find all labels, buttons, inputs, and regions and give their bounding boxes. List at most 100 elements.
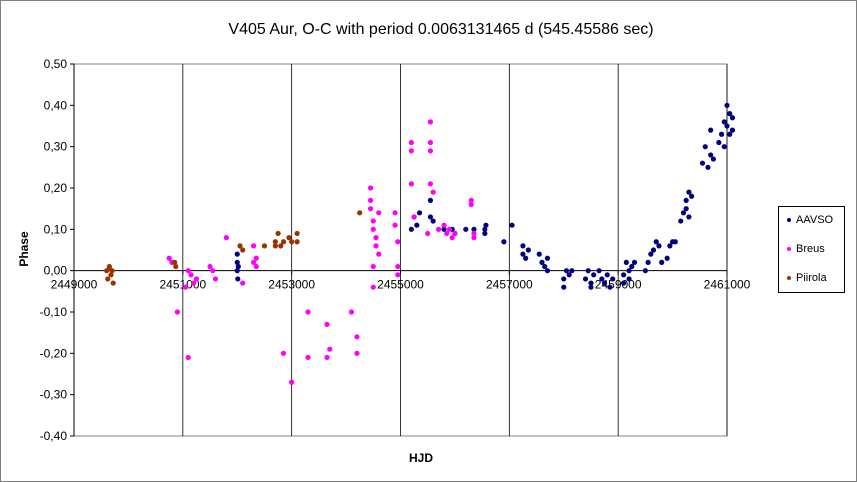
data-point-aavso (604, 272, 610, 278)
x-tick-label: 2453000 (268, 278, 315, 292)
data-point-aavso (520, 251, 526, 257)
data-point-breus (392, 222, 398, 228)
data-point-breus (430, 189, 436, 195)
data-point-aavso (544, 255, 551, 261)
data-point-breus (471, 235, 477, 241)
data-point-aavso (591, 272, 597, 278)
data-point-breus (408, 181, 414, 187)
data-point-aavso (430, 218, 436, 224)
data-point-aavso (542, 263, 548, 270)
data-point-breus (354, 350, 360, 356)
data-point-aavso (561, 284, 567, 290)
data-point-piirola (106, 266, 112, 272)
data-point-aavso (483, 222, 489, 228)
data-point-piirola (240, 247, 246, 253)
data-point-aavso (588, 280, 594, 286)
data-point-breus (425, 230, 431, 237)
data-point-breus (191, 280, 197, 286)
data-point-breus (468, 197, 474, 203)
data-point-aavso (536, 251, 542, 257)
data-point-aavso (520, 243, 526, 249)
data-point-aavso (653, 239, 659, 245)
data-point-piirola (272, 243, 278, 249)
data-point-aavso (626, 268, 632, 274)
data-point-piirola (294, 230, 300, 237)
chart-legend: AAVSO Breus Piirola (778, 206, 845, 293)
data-point-breus (240, 280, 246, 286)
data-point-aavso (686, 189, 692, 195)
data-point-aavso (408, 226, 414, 232)
data-point-aavso (427, 214, 434, 220)
data-point-piirola (357, 210, 363, 216)
data-point-aavso (680, 210, 687, 216)
data-point-aavso (626, 276, 632, 282)
data-point-breus (185, 268, 191, 274)
data-point-aavso (724, 102, 730, 108)
data-point-aavso (718, 131, 725, 137)
data-point-breus (250, 243, 257, 249)
data-point-aavso (721, 119, 727, 125)
y-axis-title: Phase (17, 231, 31, 267)
data-point-aavso (678, 218, 684, 224)
data-point-piirola (278, 243, 284, 249)
data-point-breus (370, 218, 376, 224)
data-point-breus (280, 350, 287, 356)
data-point-aavso (610, 276, 616, 282)
data-point-breus (212, 276, 219, 282)
data-point-breus (210, 268, 216, 274)
data-point-breus (446, 226, 453, 232)
y-tick-label: 0,20 (44, 181, 68, 195)
data-point-breus (327, 346, 333, 352)
data-point-aavso (683, 206, 689, 212)
y-tick-label: -0,30 (40, 388, 68, 402)
data-point-aavso (569, 268, 575, 274)
y-tick-label: 0,40 (44, 98, 68, 112)
data-point-aavso (672, 239, 678, 245)
data-point-breus (376, 210, 382, 216)
legend-marker-piirola (787, 276, 791, 280)
data-point-aavso (588, 284, 594, 290)
legend-label-aavso: AAVSO (796, 214, 834, 226)
x-tick-label: 2449000 (51, 278, 98, 292)
data-point-piirola (275, 230, 281, 237)
data-point-breus (392, 210, 398, 216)
data-point-breus (408, 148, 414, 154)
data-point-aavso (623, 259, 629, 265)
data-point-breus (468, 201, 474, 208)
data-point-aavso (416, 210, 423, 216)
data-point-aavso (721, 144, 727, 150)
data-point-breus (166, 255, 172, 261)
data-point-aavso (471, 226, 477, 232)
data-point-aavso (689, 193, 695, 199)
data-point-aavso (607, 284, 613, 290)
data-point-breus (449, 235, 455, 241)
data-point-aavso (599, 276, 605, 282)
chart-title: V405 Aur, O-C with period 0.0063131465 d… (228, 21, 653, 38)
data-point-breus (427, 181, 434, 187)
data-point-aavso (645, 259, 651, 265)
data-point-breus (348, 309, 355, 315)
data-point-breus (411, 214, 417, 220)
data-point-breus (324, 321, 330, 327)
data-point-aavso (523, 255, 529, 261)
data-point-breus (427, 139, 434, 146)
data-point-aavso (656, 243, 662, 249)
data-point-breus (370, 263, 376, 270)
data-point-breus (185, 354, 191, 361)
data-point-breus (367, 185, 374, 191)
data-point-aavso (234, 259, 240, 265)
data-point-aavso (463, 226, 469, 232)
data-point-aavso (648, 251, 654, 257)
data-point-breus (250, 259, 257, 265)
data-point-aavso (631, 259, 638, 265)
data-point-piirola (105, 276, 111, 282)
data-point-aavso (667, 243, 673, 249)
data-point-aavso (235, 276, 241, 282)
data-point-aavso (729, 127, 736, 133)
data-point-aavso (501, 239, 507, 245)
data-point-breus (305, 354, 311, 361)
data-point-aavso (596, 268, 602, 274)
y-tick-label: 0,50 (44, 57, 68, 71)
data-point-piirola (272, 239, 278, 245)
